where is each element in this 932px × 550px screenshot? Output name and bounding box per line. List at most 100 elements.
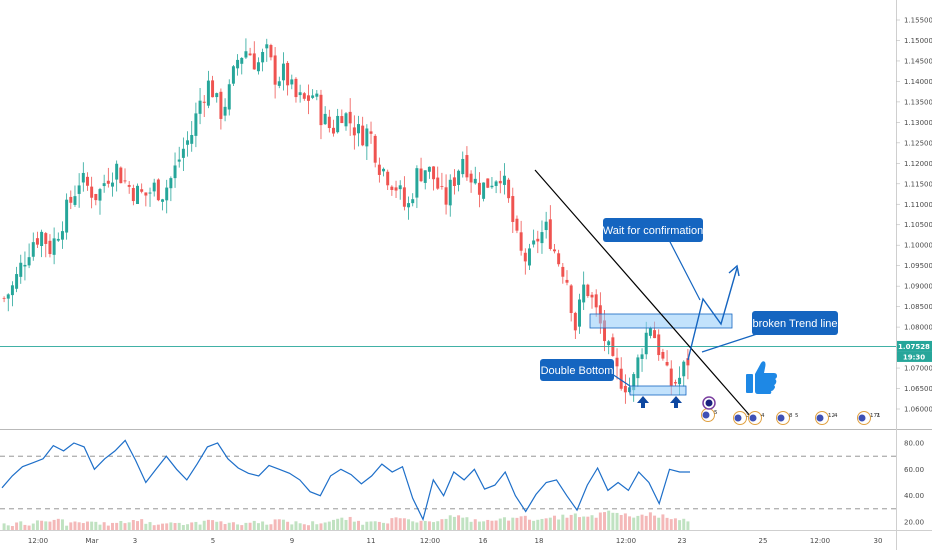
volume-bar [615,512,619,530]
projection-arrow-head [728,264,740,277]
event-count-label: 4 [834,413,838,419]
candle-body [486,178,490,188]
volume-bar [85,521,89,530]
candle-body [440,186,444,187]
candle-body [306,95,310,101]
volume-bar [657,517,661,530]
volume-bar [177,522,181,530]
volume-bar [248,522,252,530]
candle-body [615,357,619,367]
candle-body [48,240,52,255]
volume-bar [665,517,669,530]
broken-trendline-callout-text: broken Trend line [753,318,838,330]
volume-bar [31,523,35,530]
broken-callout-pointer [701,333,758,353]
event-count-label: 5 [714,410,718,416]
candle-body [56,238,60,241]
volume-bar [165,523,169,530]
volume-bar [586,516,590,530]
volume-bar [511,517,515,530]
last-price-value: 1.07528 [898,343,930,351]
candle-body [265,44,269,49]
candle-body [131,188,135,202]
volume-bar [452,516,456,530]
event-count-label: 5 [795,413,799,419]
candle-body [227,84,231,110]
candle-body [498,180,502,184]
volume-bar [423,520,427,530]
volume-bar [611,512,615,530]
time-tick-label: 12:00 [616,537,636,545]
candle-body [181,148,185,158]
candle-body [311,95,315,98]
volume-bar [106,525,110,530]
candle-body [398,185,402,190]
time-tick-label: 5 [211,537,215,545]
broken-trendline-callout[interactable]: broken Trend line [752,311,838,335]
event-flag-dot [734,414,742,422]
candle-body [619,368,623,389]
volume-bar [348,516,352,530]
volume-bar [461,517,465,530]
price-tick-label: 1.08500 [904,303,932,311]
candle-body [27,257,31,266]
resistance-zone[interactable] [589,313,733,329]
candle-body [557,253,561,265]
candle-body [69,196,73,203]
volume-bar [640,514,644,530]
price-tick-label: 1.11000 [904,201,932,209]
candle-body [565,279,569,283]
volume-bar [319,523,323,530]
volume-bar [206,519,210,530]
candle-body [515,218,519,231]
candle-body [490,185,494,188]
volume-bar [427,521,431,530]
candle-body [98,189,102,201]
wait-callout-text: Wait for confirmation [603,225,703,237]
price-tick-label: 1.15000 [904,37,932,45]
volume-bar [590,515,594,530]
time-tick-label: 16 [479,537,488,545]
wait-callout[interactable]: Wait for confirmation [603,218,703,242]
candle-body [140,189,144,192]
countdown-tag: 19:30 [897,351,932,362]
candle-body [386,171,390,186]
volume-bar [561,514,565,530]
candle-body [81,172,85,183]
time-tick-label: 23 [678,537,687,545]
candle-body [502,175,506,185]
volume-bar [152,525,156,530]
rsi-axis[interactable]: 80.00 60.00 40.00 20.00 [904,440,924,527]
volume-bar [548,517,552,530]
double-bottom-zone[interactable] [629,385,687,396]
candle-body [106,180,110,184]
volume-bar [519,516,523,530]
volume-bar [181,525,185,530]
volume-bar [444,518,448,530]
candle-body [482,182,486,199]
volume-bar [544,518,548,530]
volume-bar [77,522,81,530]
volume-bar [407,519,411,530]
candle-body [186,140,190,145]
candle-body [686,358,690,366]
volume-bar [298,523,302,530]
volume-bar [457,515,461,530]
volume-bar [490,520,494,530]
trend-line[interactable] [534,169,753,419]
candle-body [473,178,477,184]
projection-path[interactable] [687,267,738,361]
event-count-label: 7 [876,413,880,419]
candle-body [373,135,377,163]
volume-bar [173,523,177,530]
candle-body [65,199,69,233]
rsi-tick-label: 60.00 [904,466,924,474]
candle-body [19,262,23,277]
candle-body [119,167,123,184]
volume-bar [682,518,686,530]
volume-bar [102,522,106,530]
time-axis[interactable]: 12:00 Mar 3 5 9 11 12:00 16 18 12:00 23 25 12:00 30 [28,537,883,545]
double-bottom-callout[interactable]: Double Bottom [540,359,614,381]
volume-bar [194,521,198,530]
